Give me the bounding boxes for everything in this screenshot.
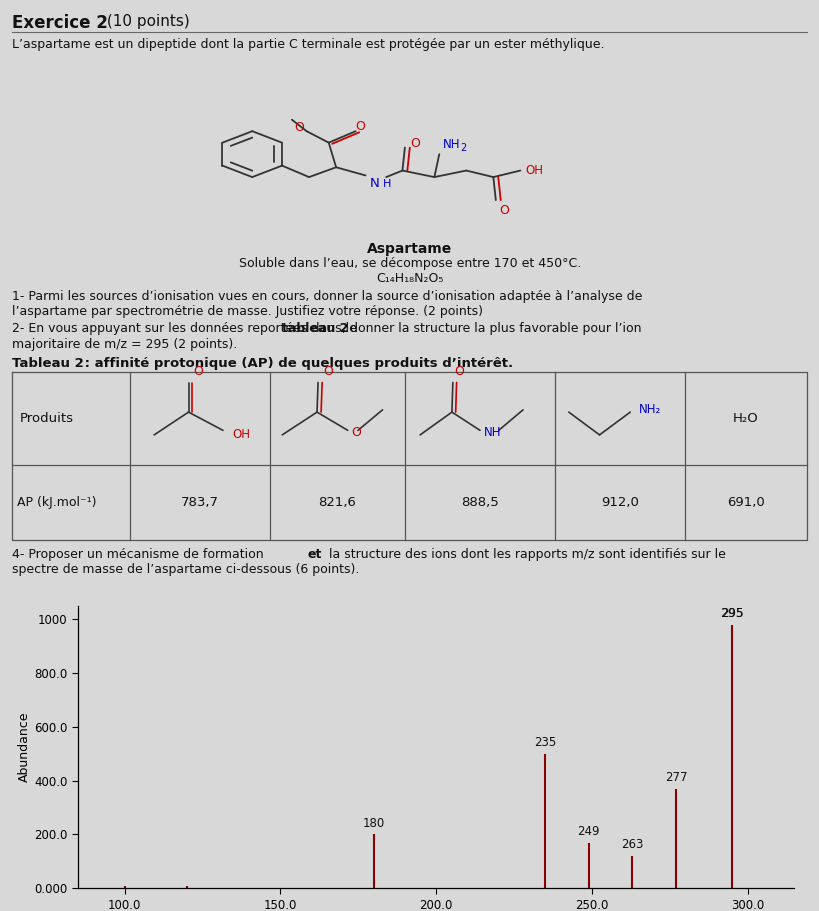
Text: l’aspartame par spectrométrie de masse. Justifiez votre réponse. (2 points): l’aspartame par spectrométrie de masse. … (12, 305, 483, 318)
Text: NH: NH (484, 426, 501, 439)
Text: 235: 235 (534, 736, 556, 749)
Text: tableau 2: tableau 2 (282, 322, 348, 335)
Text: Soluble dans l’eau, se décompose entre 170 et 450°C.: Soluble dans l’eau, se décompose entre 1… (239, 257, 581, 270)
Text: NH₂: NH₂ (639, 404, 661, 416)
Text: 249: 249 (577, 824, 600, 837)
Text: 1- Parmi les sources d’ionisation vues en cours, donner la source d’ionisation a: 1- Parmi les sources d’ionisation vues e… (12, 290, 642, 303)
Text: O: O (410, 138, 419, 150)
Text: OH: OH (232, 428, 250, 442)
Text: 783,7: 783,7 (181, 496, 219, 509)
Text: Produits: Produits (20, 412, 74, 425)
Text: O: O (351, 426, 360, 439)
Y-axis label: Abundance: Abundance (18, 711, 31, 783)
Text: 277: 277 (665, 771, 687, 783)
Text: (10 points): (10 points) (102, 14, 190, 29)
Text: Exercice 2: Exercice 2 (12, 14, 108, 32)
Text: O: O (500, 204, 509, 217)
Text: Tableau 2: Tableau 2 (12, 357, 84, 370)
Text: 180: 180 (363, 816, 385, 830)
Text: 2- En vous appuyant sur les données reportées dans le: 2- En vous appuyant sur les données repo… (12, 322, 361, 335)
Text: O: O (193, 365, 203, 378)
Text: AP (kJ.mol⁻¹): AP (kJ.mol⁻¹) (17, 496, 97, 509)
Text: : affinité protonique (AP) de quelques produits d’intérêt.: : affinité protonique (AP) de quelques p… (80, 357, 514, 370)
Text: 888,5: 888,5 (461, 496, 499, 509)
Text: 263: 263 (622, 838, 644, 851)
Text: H₂O: H₂O (733, 412, 759, 425)
Text: H: H (382, 179, 391, 189)
Text: C₁₄H₁₈N₂O₅: C₁₄H₁₈N₂O₅ (376, 272, 444, 285)
Text: la structure des ions dont les rapports m/z sont identifiés sur le: la structure des ions dont les rapports … (325, 548, 726, 561)
Text: 691,0: 691,0 (727, 496, 765, 509)
Text: OH: OH (525, 164, 543, 177)
Text: 4- Proposer un mécanisme de formation: 4- Proposer un mécanisme de formation (12, 548, 268, 561)
Text: 295: 295 (721, 607, 744, 619)
Text: L’aspartame est un dipeptide dont la partie C terminale est protégée par un este: L’aspartame est un dipeptide dont la par… (12, 38, 604, 51)
Text: et: et (308, 548, 323, 561)
Text: O: O (324, 365, 333, 378)
Text: O: O (454, 365, 464, 378)
Text: O: O (355, 119, 365, 133)
Text: 295: 295 (720, 607, 744, 619)
Text: N: N (369, 177, 379, 190)
Text: spectre de masse de l’aspartame ci-dessous (6 points).: spectre de masse de l’aspartame ci-desso… (12, 563, 360, 576)
Text: 821,6: 821,6 (319, 496, 356, 509)
Text: 912,0: 912,0 (601, 496, 639, 509)
Text: , donner la structure la plus favorable pour l’ion: , donner la structure la plus favorable … (342, 322, 641, 335)
Text: majoritaire de m/z = 295 (2 points).: majoritaire de m/z = 295 (2 points). (12, 338, 238, 351)
Text: NH: NH (443, 138, 461, 151)
Text: Aspartame: Aspartame (368, 242, 453, 256)
Text: 2: 2 (460, 142, 466, 152)
Text: O: O (294, 121, 304, 135)
